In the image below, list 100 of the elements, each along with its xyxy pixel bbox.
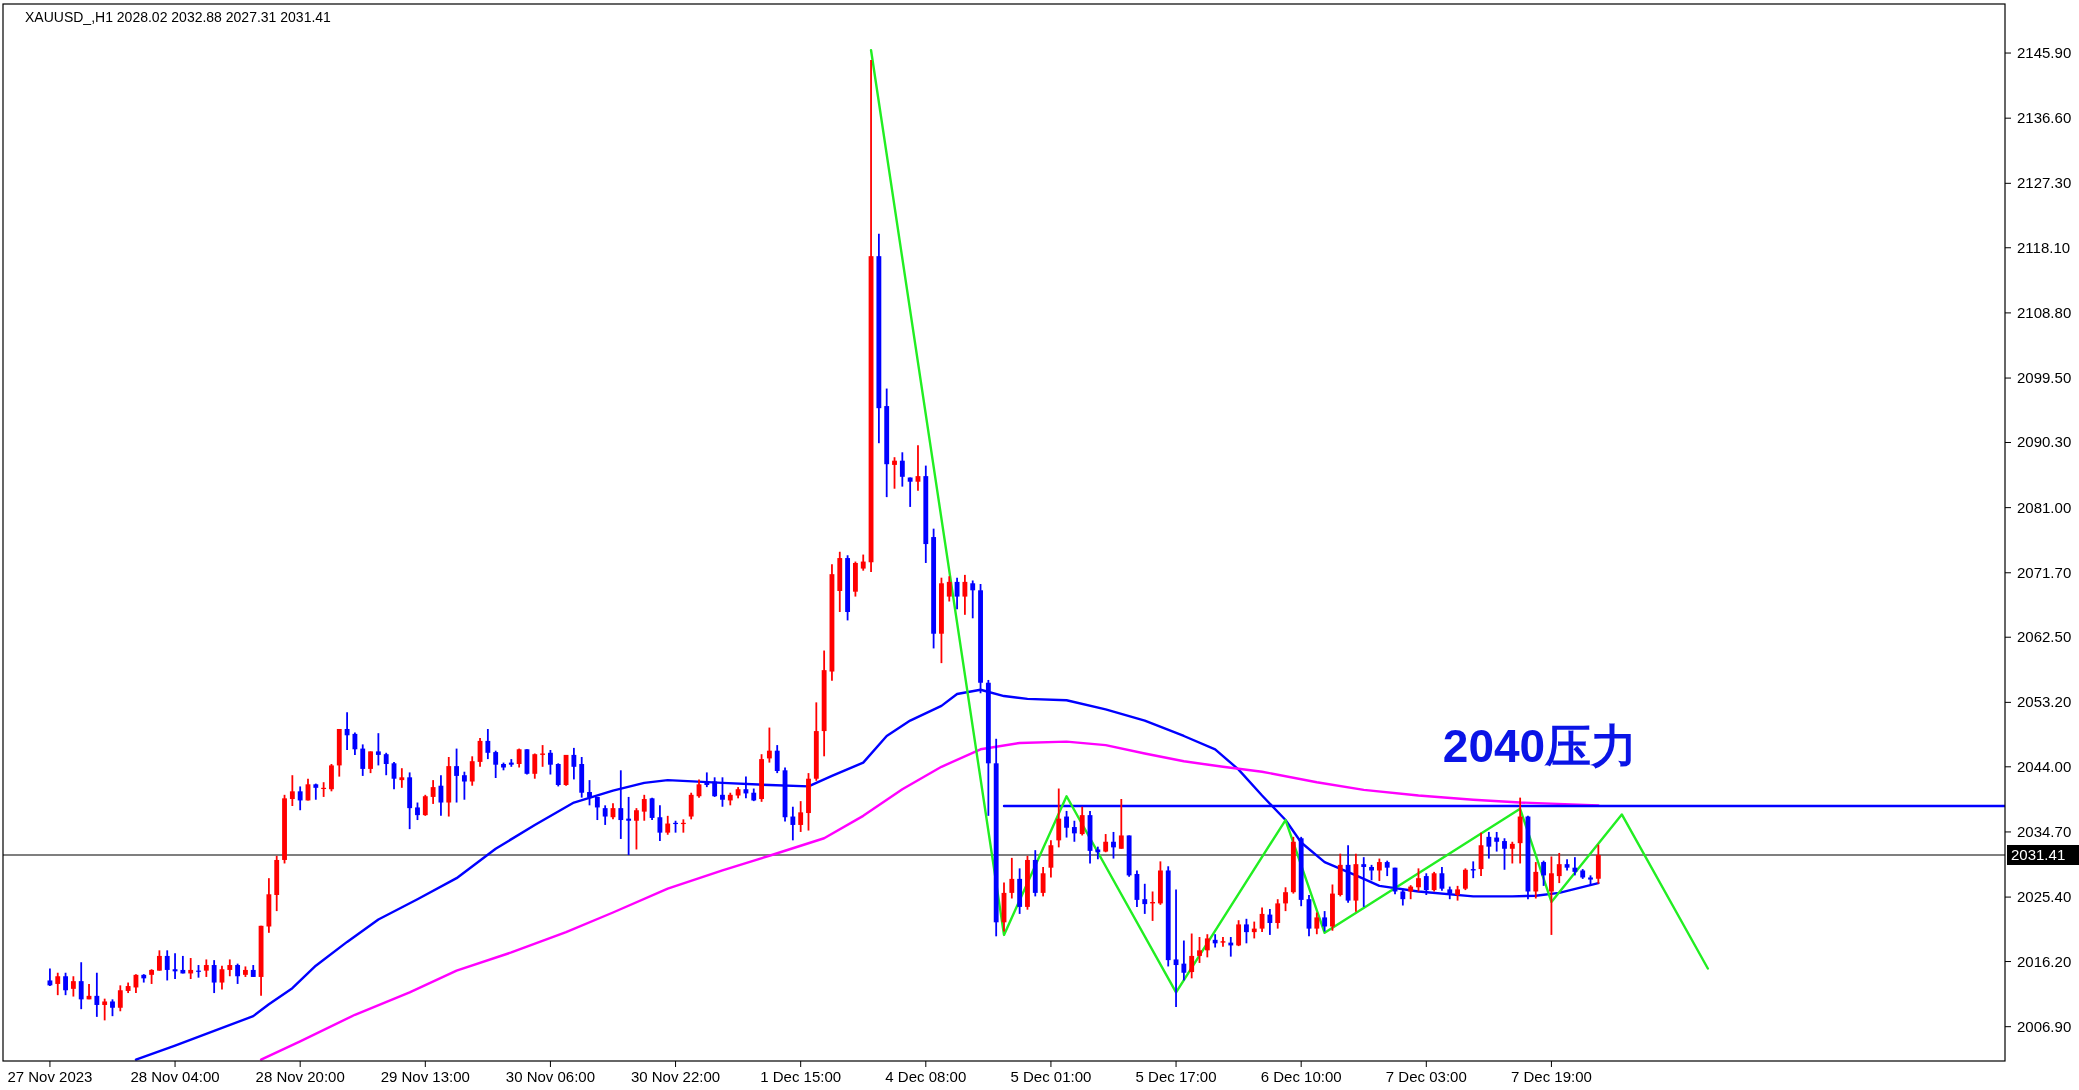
candlestick	[1142, 882, 1148, 915]
y-tick-label: 2108.80	[2017, 303, 2072, 321]
candlestick	[1181, 939, 1187, 982]
candlestick	[368, 750, 373, 775]
candlestick	[485, 728, 491, 760]
x-tick-label: 27 Nov 2023	[7, 1068, 93, 1085]
candlestick	[907, 476, 913, 508]
y-tick-label: 2136.60	[2017, 109, 2072, 127]
x-tick-label: 30 Nov 22:00	[630, 1068, 721, 1085]
candlestick	[540, 744, 546, 768]
candlestick	[657, 804, 663, 842]
candlestick	[1056, 787, 1062, 849]
candlestick	[954, 576, 960, 611]
candlestick	[375, 732, 381, 767]
candlestick	[235, 962, 241, 985]
candlestick	[618, 769, 624, 840]
y-tick-label: 2081.00	[2017, 498, 2072, 516]
x-tick-label: 28 Nov 04:00	[130, 1068, 220, 1085]
candlestick	[1236, 919, 1242, 948]
x-tick-label: 29 Nov 13:00	[380, 1068, 470, 1085]
y-tick-label: 2025.40	[2017, 888, 2072, 906]
candlestick	[78, 961, 84, 1011]
candlestick	[399, 767, 405, 789]
candlestick	[1431, 870, 1437, 893]
candlestick	[156, 949, 162, 972]
candlestick	[1494, 831, 1500, 853]
candlestick	[297, 785, 303, 812]
candlestick	[117, 984, 123, 1013]
x-tick-label: 4 Dec 08:00	[885, 1068, 967, 1085]
candlestick	[555, 762, 561, 788]
candlestick	[1549, 855, 1554, 936]
candlestick	[766, 726, 772, 764]
y-tick-label: 2071.70	[2017, 563, 2072, 581]
candlestick	[289, 774, 295, 807]
candlestick	[1204, 933, 1210, 959]
y-tick-label: 2090.30	[2017, 433, 2072, 451]
x-tick-label: 28 Nov 20:00	[255, 1068, 345, 1085]
candlestick	[532, 752, 538, 780]
candlestick	[634, 807, 639, 851]
candlestick	[1118, 798, 1124, 850]
candlestick	[1423, 872, 1429, 896]
y-tick-label: 2034.70	[2017, 822, 2072, 840]
candlestick	[63, 971, 68, 997]
candlestick	[641, 793, 647, 822]
candlestick	[164, 949, 170, 982]
candlestick	[720, 776, 725, 808]
candlestick	[892, 456, 897, 490]
candlestick	[360, 743, 366, 777]
candlestick	[1040, 866, 1046, 898]
x-tick-label: 7 Dec 03:00	[1385, 1068, 1467, 1085]
candlestick	[329, 763, 334, 793]
candlestick	[1502, 837, 1507, 871]
candlestick	[1197, 936, 1202, 964]
candlestick	[102, 997, 108, 1022]
candlestick	[1071, 819, 1077, 843]
candlestick	[970, 579, 976, 620]
candlestick	[1314, 911, 1320, 936]
candlestick	[383, 751, 389, 777]
candlestick	[1595, 843, 1601, 885]
y-tick-label: 2053.20	[2017, 693, 2072, 711]
x-tick-label: 5 Dec 01:00	[1010, 1068, 1092, 1085]
candlestick	[626, 796, 632, 856]
candlestick	[594, 796, 600, 821]
y-tick-label: 2044.00	[2017, 757, 2072, 775]
y-tick-label: 2099.50	[2017, 369, 2072, 387]
candlestick	[1244, 917, 1249, 945]
x-tick-label: 30 Nov 06:00	[505, 1068, 596, 1085]
x-tick-label: 7 Dec 19:00	[1510, 1068, 1592, 1085]
y-tick-label: 2016.20	[2017, 952, 2072, 970]
candlestick	[1064, 810, 1069, 839]
candlestick	[1079, 805, 1085, 837]
candlestick	[587, 779, 592, 807]
candlestick	[798, 800, 804, 833]
candlestick	[1048, 839, 1054, 879]
candlestick	[55, 971, 61, 997]
candlestick	[352, 731, 358, 756]
candlestick	[899, 451, 905, 488]
candlestick	[1541, 859, 1547, 887]
candlestick	[94, 971, 100, 1018]
candlestick	[1275, 898, 1281, 930]
candlestick	[422, 793, 428, 817]
candlestick	[70, 975, 76, 998]
x-tick-label: 5 Dec 17:00	[1135, 1068, 1217, 1085]
y-tick-label: 2006.90	[2017, 1017, 2072, 1035]
candlestick	[962, 573, 968, 616]
line-series	[869, 49, 1710, 994]
candlestick	[946, 575, 952, 603]
candlestick	[1462, 867, 1468, 891]
x-tick-label: 6 Dec 10:00	[1260, 1068, 1342, 1085]
candlestick	[1111, 831, 1116, 860]
annotation: 2040压力	[1442, 720, 1638, 772]
candlestick	[1416, 867, 1421, 893]
candlestick	[1322, 910, 1328, 933]
candlestick	[211, 959, 217, 994]
candlestick	[774, 744, 780, 775]
y-tick-label: 2145.90	[2017, 44, 2072, 62]
candlestick	[1009, 856, 1015, 900]
candlestick	[454, 747, 459, 804]
candlestick	[1376, 857, 1382, 882]
candlestick	[1283, 886, 1288, 912]
